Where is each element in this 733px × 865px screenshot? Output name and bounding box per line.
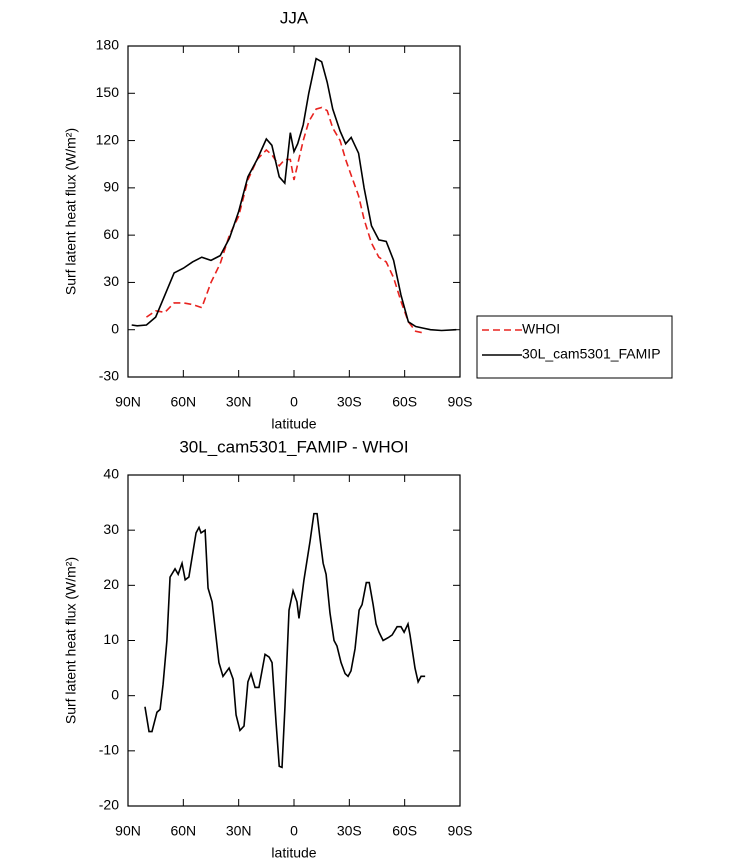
- legend-label: WHOI: [522, 321, 560, 337]
- plot-frame: [127, 45, 461, 378]
- y-axis-label: Surf latent heat flux (W/m²): [63, 128, 79, 295]
- x-tick-label: 0: [290, 394, 298, 410]
- y-axis-label: Surf latent heat flux (W/m²): [63, 557, 79, 724]
- x-tick-label: 90S: [448, 823, 473, 839]
- y-tick-label: 10: [103, 631, 119, 647]
- x-tick-label: 60S: [392, 823, 417, 839]
- x-tick-label: 30N: [226, 823, 252, 839]
- data-line: [144, 512, 426, 769]
- chart-title: 30L_cam5301_FAMIP - WHOI: [179, 437, 408, 456]
- x-axis-label: latitude: [271, 416, 316, 432]
- y-tick-label: 120: [96, 131, 120, 147]
- y-tick-label: 90: [103, 179, 119, 195]
- x-tick-label: 30S: [337, 823, 362, 839]
- y-tick-label: 0: [111, 686, 119, 702]
- y-tick-label: -20: [99, 797, 119, 813]
- y-tick-label: 180: [96, 37, 120, 53]
- data-line: [145, 106, 424, 334]
- y-tick-label: 150: [96, 84, 120, 100]
- y-tick-label: 0: [111, 320, 119, 336]
- y-tick-label: 30: [103, 273, 119, 289]
- legend-box: [476, 315, 673, 379]
- x-tick-label: 60N: [170, 823, 196, 839]
- y-tick-label: 40: [103, 466, 119, 482]
- x-tick-label: 90N: [115, 394, 141, 410]
- x-tick-label: 30N: [226, 394, 252, 410]
- y-tick-label: -30: [99, 368, 119, 384]
- x-axis-label: latitude: [271, 845, 316, 861]
- y-tick-label: -10: [99, 742, 119, 758]
- x-tick-label: 60N: [170, 394, 196, 410]
- chart-title: JJA: [280, 8, 309, 27]
- y-tick-label: 30: [103, 521, 119, 537]
- data-line: [131, 57, 457, 332]
- y-tick-label: 20: [103, 576, 119, 592]
- x-tick-label: 60S: [392, 394, 417, 410]
- x-tick-label: 30S: [337, 394, 362, 410]
- y-tick-label: 60: [103, 226, 119, 242]
- x-tick-label: 0: [290, 823, 298, 839]
- x-tick-label: 90S: [448, 394, 473, 410]
- legend-label: 30L_cam5301_FAMIP: [522, 346, 661, 362]
- x-tick-label: 90N: [115, 823, 141, 839]
